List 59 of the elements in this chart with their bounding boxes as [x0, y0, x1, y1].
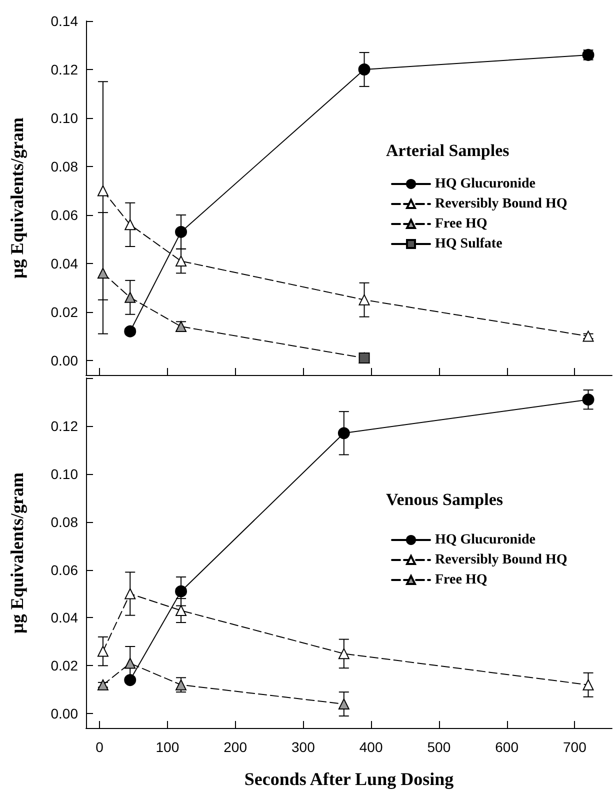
x-axis-title: Seconds After Lung Dosing: [244, 769, 454, 789]
y-tick-label: 0.06: [50, 562, 78, 578]
y-tick-label: 0.04: [50, 610, 78, 626]
legend-title: Arterial Samples: [386, 141, 510, 160]
legend-label: Free HQ: [435, 572, 488, 588]
x-tick-label: 600: [495, 739, 519, 755]
y-tick-label: 0.08: [50, 514, 78, 530]
point: [582, 330, 594, 342]
x-tick-label: 100: [156, 739, 180, 755]
point: [358, 63, 370, 76]
point: [176, 321, 187, 332]
legend-label: Reversibly Bound HQ: [435, 552, 568, 568]
point: [175, 585, 188, 598]
point: [175, 226, 188, 238]
point: [338, 427, 350, 440]
point: [176, 256, 187, 267]
y-tick-label: 0.00: [50, 706, 78, 722]
point: [124, 219, 136, 230]
legend-label: HQ Sulfate: [435, 236, 502, 252]
point: [338, 698, 350, 710]
legend-label: Free HQ: [435, 216, 488, 232]
y-axis-title: µg Equivalents/gram: [7, 472, 27, 634]
legend-label: HQ Glucuronide: [435, 532, 536, 548]
point: [97, 268, 108, 279]
point: [97, 646, 108, 657]
point: [582, 394, 594, 406]
y-tick-label: 0.10: [50, 466, 78, 482]
point: [124, 292, 136, 303]
x-tick-label: 0: [96, 739, 104, 755]
legend-label: HQ Glucuronide: [435, 176, 536, 192]
y-tick-label: 0.02: [50, 304, 78, 320]
y-tick-label: 0.00: [50, 352, 78, 368]
legend-label: Reversibly Bound HQ: [435, 196, 568, 212]
y-tick-label: 0.12: [50, 418, 78, 434]
y-tick-label: 0.14: [50, 13, 78, 29]
point: [358, 294, 370, 306]
point: [176, 679, 187, 690]
point: [97, 185, 108, 196]
point: [176, 605, 187, 616]
y-tick-label: 0.08: [50, 158, 78, 174]
legend-title: Venous Samples: [386, 490, 504, 509]
point: [124, 588, 136, 600]
point: [124, 325, 136, 338]
y-axis-title: µg Equivalents/gram: [7, 118, 27, 278]
point: [124, 658, 136, 669]
x-tick-label: 700: [562, 739, 587, 755]
point: [582, 679, 594, 690]
x-tick-label: 400: [359, 739, 383, 755]
y-tick-label: 0.12: [50, 61, 78, 78]
point: [124, 674, 136, 686]
x-tick-label: 200: [224, 739, 248, 755]
point: [338, 648, 350, 660]
x-tick-label: 500: [427, 739, 451, 755]
y-tick-label: 0.04: [50, 255, 78, 272]
point: [97, 679, 108, 690]
y-tick-label: 0.06: [50, 206, 78, 223]
y-tick-label: 0.02: [50, 658, 78, 674]
y-tick-label: 0.10: [50, 110, 78, 126]
x-tick-label: 300: [292, 739, 316, 755]
